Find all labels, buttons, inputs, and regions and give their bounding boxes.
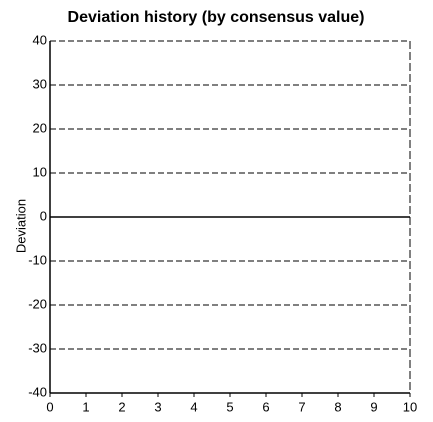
x-tick-label: 10: [403, 399, 417, 414]
y-tick-label: -10: [28, 252, 47, 267]
y-tick-label: 10: [33, 164, 47, 179]
y-tick-label: 40: [33, 32, 47, 47]
x-tick-label: 3: [154, 399, 161, 414]
y-tick-label: 0: [40, 208, 47, 223]
x-tick-label: 1: [82, 399, 89, 414]
x-tick-label: 8: [334, 399, 341, 414]
x-tick-label: 7: [298, 399, 305, 414]
chart-title: Deviation history (by consensus value): [68, 9, 365, 26]
y-tick-label: -40: [28, 384, 47, 399]
y-tick-label: 30: [33, 76, 47, 91]
x-tick-label: 4: [190, 399, 197, 414]
y-tick-label: 20: [33, 120, 47, 135]
y-axis-label: Deviation: [13, 199, 28, 253]
x-tick-label: 9: [370, 399, 377, 414]
x-tick-label: 5: [226, 399, 233, 414]
y-tick-label: -20: [28, 296, 47, 311]
y-tick-label: -30: [28, 340, 47, 355]
x-tick-label: 0: [46, 399, 53, 414]
x-tick-label: 2: [118, 399, 125, 414]
x-tick-label: 6: [262, 399, 269, 414]
